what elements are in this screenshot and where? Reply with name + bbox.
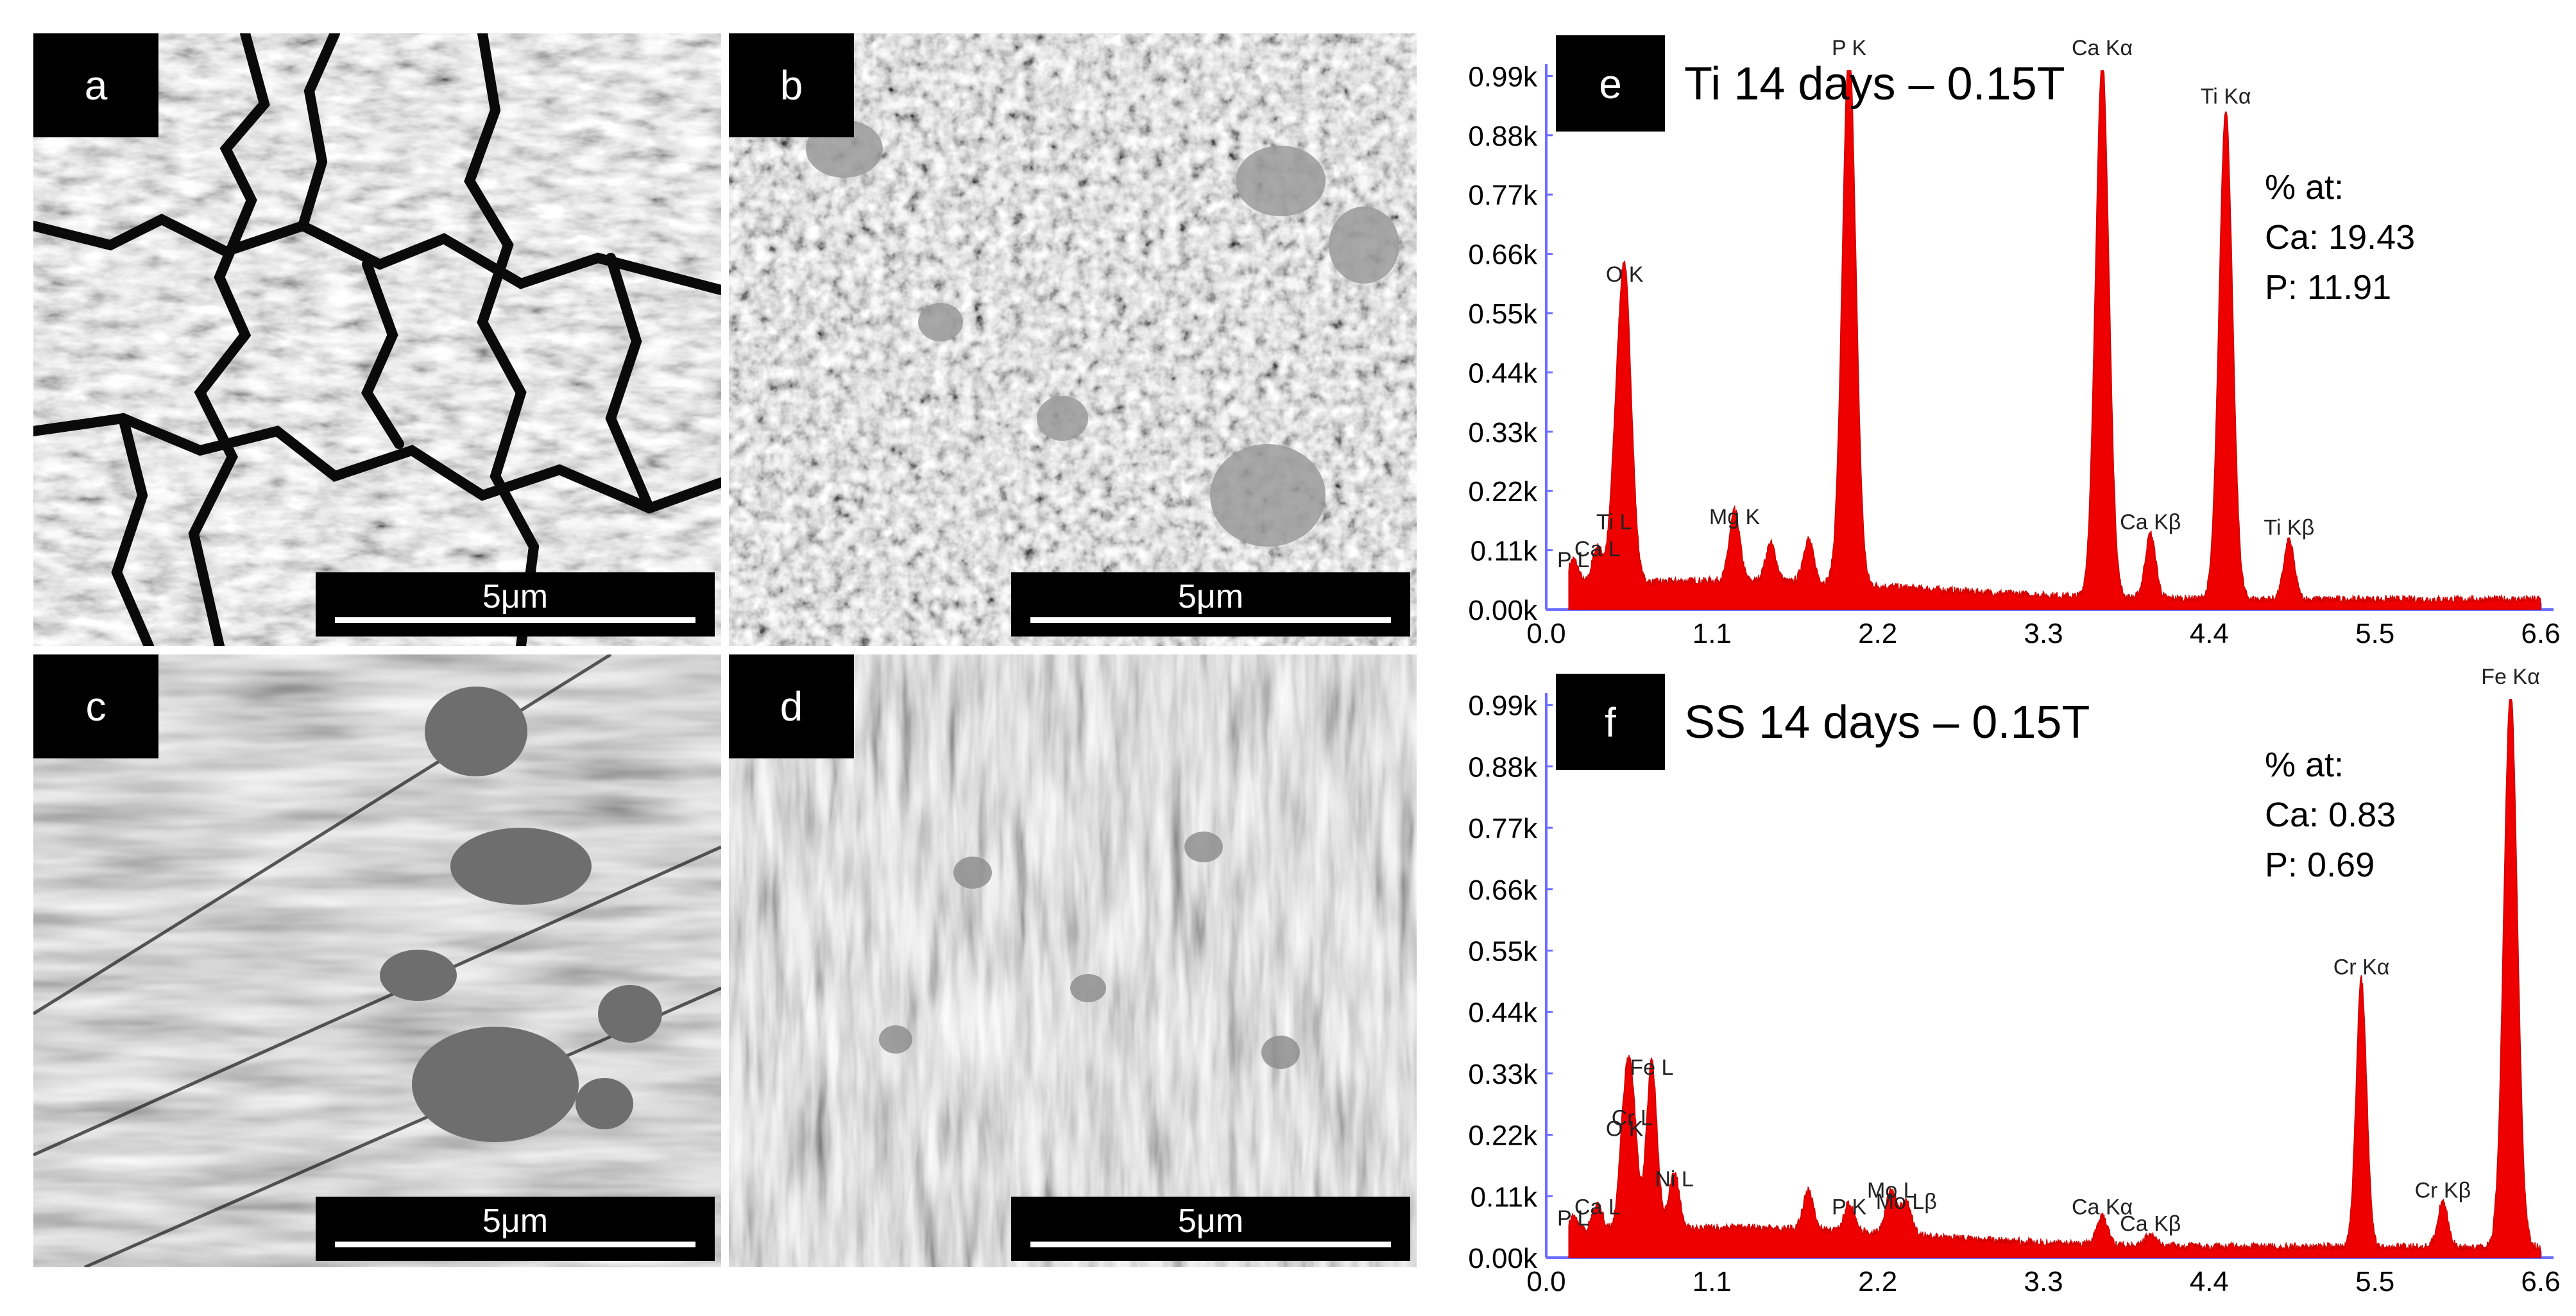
x-tick-label: 0.0 — [1526, 618, 1565, 649]
y-tick-label: 0.33k — [1468, 417, 1538, 449]
x-tick-label: 3.3 — [2024, 1266, 2063, 1297]
x-tick-label: 6.6 — [2521, 1266, 2560, 1297]
x-tick-label: 0.0 — [1526, 1266, 1565, 1297]
sem-panel-c: c 5μm — [33, 654, 721, 1267]
y-tick-label: 0.55k — [1468, 936, 1538, 968]
y-tick-label: 0.22k — [1468, 1120, 1538, 1152]
y-tick-label: 0.55k — [1468, 298, 1538, 330]
panel-letter-box-f — [1556, 674, 1665, 770]
scale-label-d: 5μm — [1177, 1202, 1244, 1240]
sem-panel-a: a 5μm — [33, 33, 721, 646]
sem-panel-b: b 5μm — [729, 33, 1417, 646]
y-tick-label: 0.11k — [1471, 536, 1538, 567]
y-tick-label: 0.44k — [1468, 357, 1538, 389]
peak-label: Cr Kα — [2333, 955, 2390, 979]
y-tick-label: 0.33k — [1468, 1059, 1538, 1090]
eds-spectrum-svg-e: 0.00k 0.11k 0.22k 0.33k 0.44k 0.55k 0.66k 0.77k… — [1468, 35, 2561, 649]
peak-label: Mo Lβ — [1876, 1190, 1937, 1214]
panel-letter-box-e — [1556, 35, 1665, 132]
spectrum-area-f — [1568, 699, 2541, 1258]
peak-label: O K — [1606, 262, 1644, 287]
peak-label: O K — [1606, 1117, 1644, 1141]
chart-title: Ti 14 days – 0.15T — [1684, 58, 2065, 110]
peak-label: Ti L — [1596, 510, 1632, 534]
peak-label: Fe Kα — [2481, 665, 2539, 689]
scale-bar-a: 5μm — [316, 572, 715, 637]
scale-line-a — [335, 617, 695, 623]
peak-label: P K — [1832, 36, 1867, 60]
panel-letter-a: a — [33, 33, 158, 137]
panel-letter-d: d — [729, 654, 854, 758]
panel-letter-b: b — [729, 33, 854, 137]
atomic-percent-header: % at: — [2265, 746, 2344, 784]
scale-label-c: 5μm — [482, 1202, 549, 1240]
peak-label: Fe L — [1630, 1055, 1673, 1080]
peak-label: P K — [1832, 1195, 1867, 1220]
eds-chart-e: 0.00k 0.11k 0.22k 0.33k 0.44k 0.55k 0.66k 0.77k… — [1424, 26, 2576, 654]
y-tick-label: 0.99k — [1468, 690, 1538, 722]
atomic-percent-value: Ca: 0.83 — [2265, 796, 2396, 834]
peak-label: Cr L — [1612, 1106, 1653, 1130]
y-tick-label: 0.00k — [1468, 595, 1538, 626]
panel-letter-f: f — [1605, 699, 1616, 746]
y-tick-label: 0.00k — [1468, 1243, 1538, 1274]
peak-label: Ca Kα — [2072, 36, 2133, 60]
scale-bar-b: 5μm — [1011, 572, 1410, 637]
panel-letter-c: c — [33, 654, 158, 758]
peak-label: Ti Kβ — [2264, 516, 2314, 540]
x-tick-label: 6.6 — [2521, 618, 2560, 649]
peak-label: Ti Kα — [2201, 85, 2251, 109]
atomic-percent-value: P: 0.69 — [2265, 846, 2375, 884]
sem-panel-d: d 5μm — [729, 654, 1417, 1267]
peak-label: Ca Kα — [2072, 1195, 2133, 1220]
x-tick-label: 4.4 — [2190, 1266, 2229, 1297]
atomic-percent-value: Ca: 19.43 — [2265, 218, 2415, 257]
panel-letter-e: e — [1599, 61, 1622, 107]
y-tick-label: 0.88k — [1468, 121, 1538, 152]
scale-line-d — [1030, 1242, 1391, 1247]
scale-line-b — [1030, 617, 1391, 623]
chart-title: SS 14 days – 0.15T — [1684, 697, 2090, 748]
atomic-percent-header: % at: — [2265, 168, 2344, 207]
y-tick-label: 0.11k — [1471, 1181, 1538, 1213]
y-tick-label: 0.77k — [1468, 180, 1538, 211]
atomic-percent-value: P: 11.91 — [2265, 268, 2391, 307]
scale-label-b: 5μm — [1177, 578, 1244, 615]
peak-label: Ca L — [1574, 537, 1621, 561]
peak-label: Ca L — [1574, 1195, 1621, 1220]
eds-chart-f: 0.00k 0.11k 0.22k 0.33k 0.44k 0.55k 0.66k 0.77k… — [1424, 648, 2576, 1312]
y-tick-label: 0.88k — [1468, 751, 1538, 783]
peak-label: P L — [1557, 548, 1589, 572]
y-tick-label: 0.66k — [1468, 875, 1538, 906]
x-tick-label: 1.1 — [1693, 1266, 1732, 1297]
y-tick-label: 0.99k — [1468, 61, 1538, 92]
x-tick-label: 1.1 — [1693, 618, 1732, 649]
peak-label: Mg K — [1709, 505, 1761, 529]
y-tick-label: 0.44k — [1468, 997, 1538, 1029]
x-tick-label: 2.2 — [1858, 1266, 1897, 1297]
peak-label: Ca Kβ — [2120, 1212, 2181, 1236]
x-tick-label: 4.4 — [2190, 618, 2229, 649]
peak-label: Ca Kβ — [2120, 510, 2181, 534]
x-tick-label: 5.5 — [2355, 1266, 2394, 1297]
x-tick-label: 3.3 — [2024, 618, 2063, 649]
peak-label: P L — [1557, 1206, 1589, 1231]
y-tick-label: 0.22k — [1468, 476, 1538, 508]
y-tick-label: 0.77k — [1468, 813, 1538, 844]
scale-line-c — [335, 1242, 695, 1247]
peak-label: Mo L — [1867, 1178, 1916, 1202]
peak-label: Ni L — [1655, 1167, 1693, 1192]
scale-bar-d: 5μm — [1011, 1197, 1410, 1261]
scale-label-a: 5μm — [482, 578, 549, 615]
scale-bar-c: 5μm — [316, 1197, 715, 1261]
x-tick-label: 5.5 — [2355, 618, 2394, 649]
x-tick-label: 2.2 — [1858, 618, 1897, 649]
eds-spectrum-svg-f: 0.00k 0.11k 0.22k 0.33k 0.44k 0.55k 0.66k 0.77k… — [1468, 665, 2560, 1297]
peak-label: Cr Kβ — [2415, 1178, 2471, 1202]
y-tick-label: 0.66k — [1468, 239, 1538, 271]
spectrum-area-e — [1568, 70, 2541, 610]
